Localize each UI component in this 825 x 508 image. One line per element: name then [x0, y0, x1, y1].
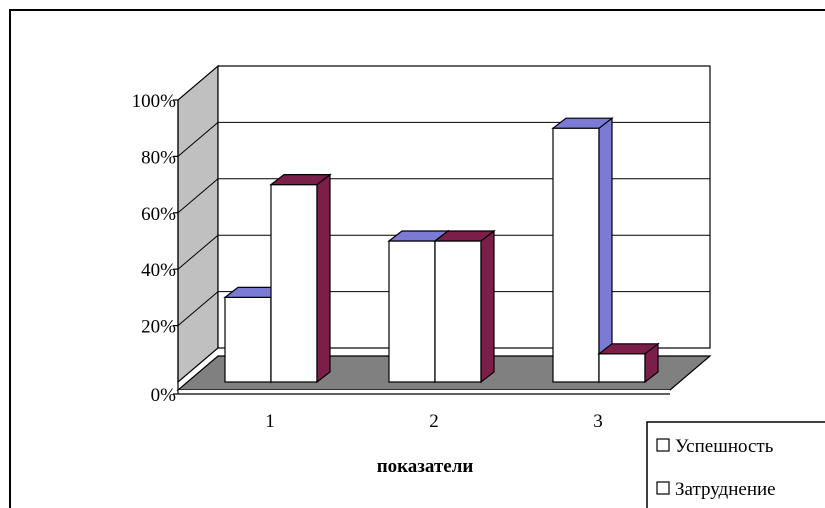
- bar: [551, 116, 614, 384]
- bars: [223, 116, 660, 384]
- gridline-side: [177, 178, 219, 214]
- bar-side: [316, 173, 331, 384]
- bar-top: [433, 230, 496, 242]
- y-axis-ticks: 0% 20% 40% 60% 80% 100%: [132, 91, 179, 406]
- y-tick-label: 80%: [141, 147, 176, 168]
- bar: [433, 229, 496, 384]
- y-tick-label: 0%: [151, 385, 177, 406]
- bar-top: [597, 343, 660, 355]
- bar-front: [598, 353, 646, 383]
- gridline-side: [177, 291, 219, 326]
- bar-side: [598, 116, 613, 384]
- legend-box: [646, 421, 825, 508]
- gridline-side: [177, 122, 219, 157]
- x-axis-title: показатели: [377, 456, 474, 477]
- bar-front: [270, 184, 318, 383]
- bar: [269, 173, 332, 384]
- side-wall: [177, 64, 219, 384]
- bar-front: [224, 296, 272, 383]
- bar-front: [552, 127, 600, 383]
- x-tick-label: 3: [593, 411, 603, 432]
- bar-front: [434, 240, 482, 383]
- y-tick-label: 100%: [132, 91, 177, 112]
- x-tick-label: 2: [429, 411, 439, 432]
- legend-label-1: Затруднение: [675, 479, 776, 500]
- y-tick-label: 40%: [141, 260, 176, 281]
- bar-top: [551, 117, 614, 129]
- bar-top: [269, 174, 332, 186]
- floor-front-edge: [178, 390, 670, 394]
- bar: [597, 342, 660, 384]
- chart-frame: [9, 9, 825, 508]
- legend-swatch-0: [656, 438, 670, 452]
- x-tick-label: 1: [265, 411, 275, 432]
- legend-label-0: Успешность: [675, 436, 774, 457]
- gridline-side: [177, 234, 219, 270]
- y-tick-label: 60%: [141, 204, 176, 225]
- bar-front: [388, 240, 436, 383]
- legend-swatch-1: [656, 481, 670, 495]
- legend: Успешность Затруднение: [646, 421, 825, 508]
- y-tick-label: 20%: [141, 317, 176, 338]
- bar-side: [480, 229, 495, 384]
- x-axis-ticks: 1 2 3: [265, 411, 603, 432]
